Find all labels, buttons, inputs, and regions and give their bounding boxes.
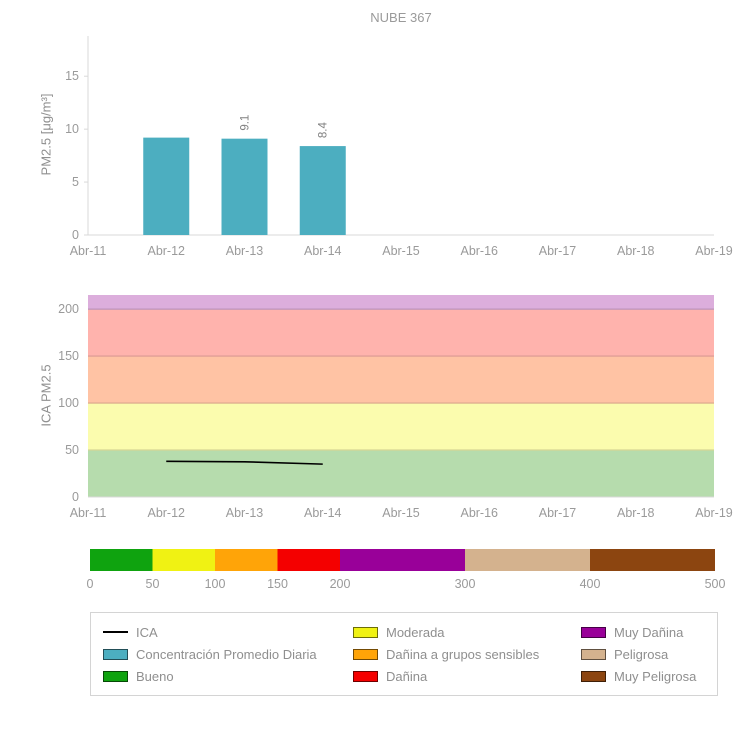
band-Muy Dañina [88, 295, 714, 310]
scale-segment-Dañina [277, 549, 340, 571]
scale-segment-Moderada [152, 549, 215, 571]
scale-tick-label: 200 [330, 577, 351, 591]
bar-Abr-14 [299, 146, 346, 235]
color-swatch [103, 670, 128, 682]
y-tick-label: 200 [58, 302, 79, 316]
y-tick-label: 5 [72, 175, 79, 189]
legend-label: Bueno [136, 668, 174, 684]
scale-tick-label: 50 [146, 577, 160, 591]
pm25-bar-chart: 0 5 10 15 Abr-11 Abr-12 Abr-13 Abr-14 Abr-15 Abr-… [65, 36, 733, 258]
x-tick-label: Abr-16 [460, 506, 498, 520]
legend-label: Muy Peligrosa [614, 668, 697, 684]
scale-segment-Bueno [90, 549, 153, 571]
x-tick-label: Abr-11 [70, 244, 107, 258]
x-tick-label: Abr-11 [70, 506, 107, 520]
x-tick-label: Abr-15 [382, 506, 420, 520]
color-swatch [581, 648, 606, 660]
x-tick-label: Abr-19 [695, 244, 733, 258]
scale-segment-Peligrosa [465, 549, 590, 571]
legend-item-0[interactable]: ICA [103, 625, 353, 640]
legend-label: Peligrosa [614, 646, 669, 662]
ica-line [166, 460, 323, 465]
legend-item-1[interactable]: Concentración Promedio Diaria [103, 647, 353, 662]
legend-item-8[interactable]: Muy Peligrosa [581, 669, 705, 684]
color-swatch [581, 626, 606, 638]
x-tick-label: Abr-19 [695, 506, 733, 520]
band-Bueno [88, 450, 714, 497]
x-tick-label: Abr-13 [226, 244, 264, 258]
y-tick-label: 150 [58, 349, 79, 363]
scale-tick-label: 400 [580, 577, 601, 591]
color-swatch [581, 670, 606, 682]
legend-item-7[interactable]: Peligrosa [581, 647, 705, 662]
scale-tick-label: 500 [705, 577, 726, 591]
x-tick-label: Abr-14 [304, 506, 342, 520]
legend-label: Dañina a grupos sensibles [386, 646, 540, 662]
legend-label: ICA [136, 624, 158, 640]
color-swatch [103, 648, 128, 660]
scale-segment-Muy Peligrosa [590, 549, 715, 571]
y-tick-label: 0 [72, 490, 79, 504]
x-tick-label: Abr-17 [539, 506, 577, 520]
x-tick-label: Abr-18 [617, 244, 655, 258]
scale-tick-label: 300 [455, 577, 476, 591]
x-tick-label: Abr-12 [147, 244, 185, 258]
legend-label: Moderada [386, 624, 445, 640]
y-tick-label: 50 [65, 443, 79, 457]
legend-label: Dañina [386, 668, 428, 684]
scale-tick-label: 0 [87, 577, 94, 591]
ica-line-chart: 0 50 100 150 200 Abr-11 Abr-12 Abr-13 Abr-14 Abr-… [58, 295, 733, 520]
bar-value-label: 8.4 [318, 121, 330, 138]
legend-item-4[interactable]: Dañina a grupos sensibles [353, 647, 581, 662]
legend-label: Muy Dañina [614, 624, 684, 640]
scale-segment-Dañina a grupos sensibles [215, 549, 278, 571]
scale-tick-label: 100 [205, 577, 226, 591]
y-tick-label: 10 [65, 122, 79, 136]
band-Dañina a grupos sensibles [88, 356, 714, 404]
legend-label: Concentración Promedio Diaria [136, 646, 317, 662]
legend-item-6[interactable]: Muy Dañina [581, 625, 705, 640]
legend-item-3[interactable]: Moderada [353, 625, 581, 640]
legend: ICA Concentración Promedio Diaria Bueno Mod… [90, 612, 718, 696]
y-tick-label: 100 [58, 396, 79, 410]
x-tick-label: Abr-15 [382, 244, 420, 258]
bar-Abr-13 [221, 138, 268, 235]
color-swatch [353, 648, 378, 660]
y-tick-label: 15 [65, 69, 79, 83]
band-Moderada [88, 403, 714, 451]
x-tick-label: Abr-13 [226, 506, 264, 520]
scale-segment-Muy Dañina [340, 549, 465, 571]
y-tick-label: 0 [72, 228, 79, 242]
legend-item-5[interactable]: Dañina [353, 669, 581, 684]
line-swatch [103, 631, 128, 633]
x-tick-label: Abr-17 [539, 244, 577, 258]
legend-item-2[interactable]: Bueno [103, 669, 353, 684]
ica-color-scale: 0 50 100 150 200 300 400 500 [87, 549, 726, 591]
x-tick-label: Abr-16 [460, 244, 498, 258]
x-tick-label: Abr-12 [147, 506, 185, 520]
x-tick-label: Abr-14 [304, 244, 342, 258]
bar-Abr-12 [143, 137, 190, 235]
bar-value-label: 9.1 [240, 115, 252, 131]
color-swatch [353, 626, 378, 638]
scale-tick-label: 150 [267, 577, 288, 591]
chart-title: NUBE 367 [370, 10, 432, 25]
band-Dañina [88, 309, 714, 357]
x-tick-label: Abr-18 [617, 506, 655, 520]
color-swatch [353, 670, 378, 682]
